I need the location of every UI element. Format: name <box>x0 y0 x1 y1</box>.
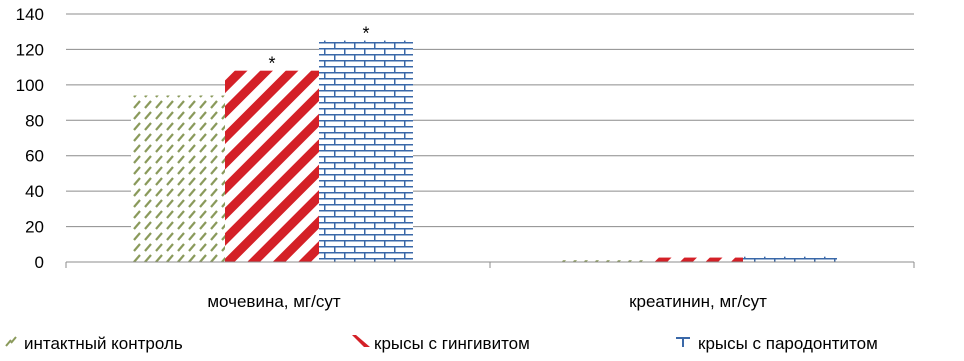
legend-label-2: крысы с гингивитом <box>374 334 530 353</box>
legend-label-3: крысы с пародонтитом <box>698 334 878 353</box>
legend-marker-2 <box>352 335 370 347</box>
bar-3-2 <box>743 256 837 262</box>
category-labels: мочевина, мг/сут креатинин, мг/сут <box>207 292 767 311</box>
x-category-label: креатинин, мг/сут <box>629 292 767 311</box>
legend-label-1: интактный контроль <box>24 334 183 353</box>
y-tick-label: 0 <box>35 253 44 272</box>
legend-marker-3 <box>676 337 690 347</box>
x-category-label: мочевина, мг/сут <box>207 292 341 311</box>
legend-marker-1 <box>5 336 17 347</box>
y-tick-label: 60 <box>25 147 44 166</box>
bar-1-2 <box>555 260 649 262</box>
y-tick-label: 80 <box>25 111 44 130</box>
legend-marker-stroke <box>5 339 12 347</box>
bars: ** <box>131 24 837 263</box>
legend: интактный контроль крысы с гингивитом крыс… <box>5 334 878 353</box>
y-axis-ticks: 0 20 40 60 80 100 120 140 <box>16 5 44 272</box>
bar-2-2 <box>649 257 743 262</box>
legend-marker-stroke <box>10 336 17 344</box>
y-tick-label: 40 <box>25 182 44 201</box>
legend-marker-shape <box>352 335 370 347</box>
significance-marker: * <box>268 54 275 74</box>
bar-1-1 <box>131 95 225 262</box>
y-tick-label: 140 <box>16 5 44 24</box>
y-tick-label: 100 <box>16 76 44 95</box>
bar-3-1 <box>319 40 413 263</box>
bar-2-1 <box>225 70 319 262</box>
x-axis <box>65 261 915 268</box>
y-tick-label: 120 <box>16 40 44 59</box>
y-tick-label: 20 <box>25 218 44 237</box>
significance-marker: * <box>362 24 369 44</box>
